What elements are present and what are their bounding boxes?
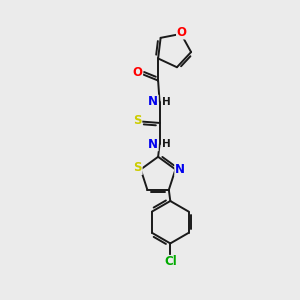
Text: H: H bbox=[162, 97, 170, 107]
Text: H: H bbox=[162, 139, 170, 149]
Text: S: S bbox=[133, 114, 142, 128]
Text: Cl: Cl bbox=[164, 256, 177, 268]
Text: N: N bbox=[148, 138, 158, 151]
Text: N: N bbox=[148, 95, 158, 108]
Text: S: S bbox=[134, 161, 142, 174]
Text: O: O bbox=[177, 26, 187, 39]
Text: O: O bbox=[133, 66, 142, 79]
Text: N: N bbox=[175, 163, 185, 176]
